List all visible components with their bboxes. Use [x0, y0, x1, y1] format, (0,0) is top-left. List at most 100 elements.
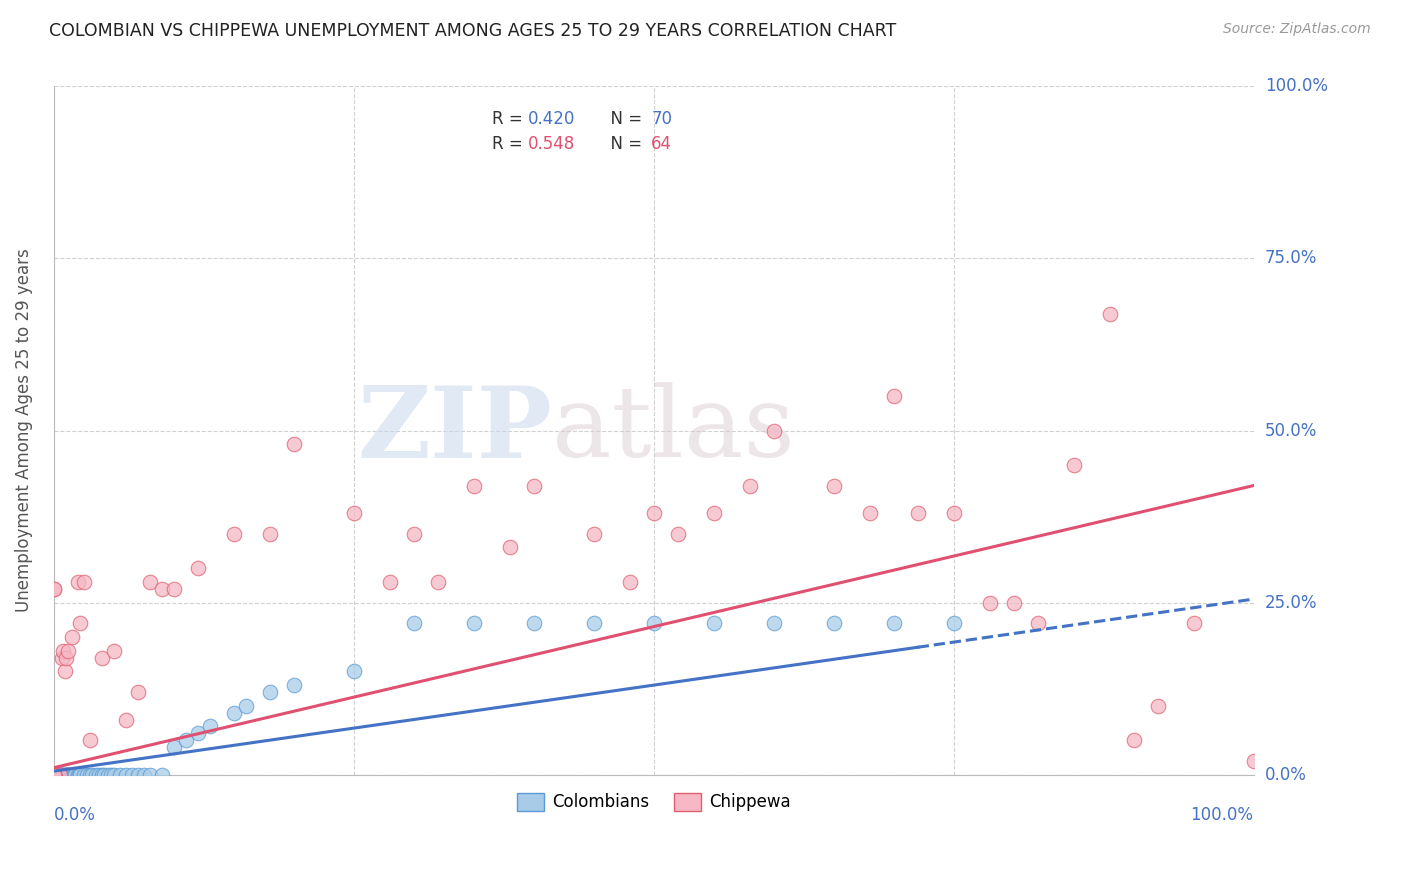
Text: 0.420: 0.420 [527, 110, 575, 128]
Point [97, 767, 120, 781]
Point [582, 616, 605, 631]
Point [198, 719, 221, 733]
Point [1002, 595, 1025, 609]
Point [42, 767, 65, 781]
Point [49, 767, 72, 781]
Text: R =: R = [492, 110, 527, 128]
Point [139, 767, 162, 781]
Point [1063, 458, 1085, 472]
Point [859, 506, 882, 520]
Point [127, 767, 149, 781]
Point [402, 616, 425, 631]
Text: COLOMBIAN VS CHIPPEWA UNEMPLOYMENT AMONG AGES 25 TO 29 YEARS CORRELATION CHART: COLOMBIAN VS CHIPPEWA UNEMPLOYMENT AMONG… [49, 22, 897, 40]
Point [1098, 306, 1121, 320]
Point [48, 767, 70, 781]
Point [59, 767, 82, 781]
Point [942, 616, 965, 631]
Point [883, 389, 905, 403]
Point [150, 767, 173, 781]
Point [42, 767, 65, 781]
Point [42, 582, 65, 596]
Point [42, 767, 65, 781]
Point [762, 616, 785, 631]
Text: Source: ZipAtlas.com: Source: ZipAtlas.com [1223, 22, 1371, 37]
Point [499, 541, 522, 555]
Point [703, 616, 725, 631]
Point [463, 478, 485, 492]
Point [56, 767, 79, 781]
Point [53, 665, 76, 679]
Point [114, 767, 136, 781]
Point [52, 767, 75, 781]
Point [139, 574, 162, 589]
Point [55, 767, 77, 781]
Point [42, 767, 65, 781]
Point [979, 595, 1001, 609]
Point [42, 767, 65, 781]
Point [259, 685, 281, 699]
Point [58, 767, 80, 781]
Text: N =: N = [600, 135, 647, 153]
Point [666, 526, 689, 541]
Point [60, 767, 83, 781]
Point [103, 643, 125, 657]
Point [49, 767, 72, 781]
Text: R =: R = [492, 135, 527, 153]
Point [89, 767, 111, 781]
Point [222, 706, 245, 720]
Point [69, 616, 91, 631]
Point [49, 767, 72, 781]
Point [343, 665, 366, 679]
Point [63, 767, 86, 781]
Point [42, 767, 65, 781]
Point [132, 767, 155, 781]
Point [1146, 698, 1168, 713]
Point [55, 650, 77, 665]
Point [1122, 733, 1144, 747]
Point [90, 650, 112, 665]
Point [55, 767, 77, 781]
Point [1182, 616, 1205, 631]
Point [523, 616, 546, 631]
Y-axis label: Unemployment Among Ages 25 to 29 years: Unemployment Among Ages 25 to 29 years [15, 249, 32, 613]
Point [42, 767, 65, 781]
Point [66, 767, 89, 781]
Point [45, 767, 67, 781]
Text: N =: N = [600, 110, 647, 128]
Point [103, 767, 125, 781]
Point [163, 582, 186, 596]
Point [42, 767, 65, 781]
Point [51, 650, 73, 665]
Point [823, 478, 845, 492]
Text: 25.0%: 25.0% [1265, 593, 1317, 612]
Text: 0.0%: 0.0% [53, 805, 96, 823]
Text: ZIP: ZIP [357, 382, 551, 479]
Point [523, 478, 546, 492]
Point [343, 506, 366, 520]
Point [426, 574, 449, 589]
Point [46, 767, 69, 781]
Point [42, 767, 65, 781]
Point [738, 478, 761, 492]
Point [42, 582, 65, 596]
Point [60, 630, 83, 644]
Point [42, 767, 65, 781]
Point [42, 767, 65, 781]
Point [82, 767, 104, 781]
Point [76, 767, 98, 781]
Point [907, 506, 929, 520]
Point [643, 506, 665, 520]
Point [84, 767, 107, 781]
Point [42, 767, 65, 781]
Text: 70: 70 [651, 110, 672, 128]
Point [108, 767, 131, 781]
Point [582, 526, 605, 541]
Text: 0.548: 0.548 [527, 135, 575, 153]
Point [127, 685, 149, 699]
Point [66, 574, 89, 589]
Point [762, 424, 785, 438]
Point [703, 506, 725, 520]
Point [42, 767, 65, 781]
Point [73, 767, 96, 781]
Point [49, 767, 72, 781]
